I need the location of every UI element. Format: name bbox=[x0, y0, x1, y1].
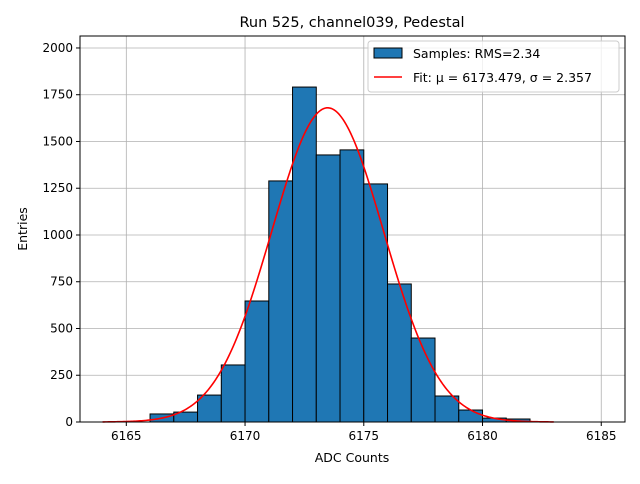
y-tick-label: 1000 bbox=[42, 228, 73, 242]
x-tick-label: 6180 bbox=[467, 429, 498, 443]
plot-frame bbox=[79, 35, 626, 423]
y-tick-label: 250 bbox=[50, 368, 73, 382]
histogram-bar bbox=[434, 395, 460, 423]
histogram-bar bbox=[315, 154, 341, 423]
y-tick-label: 500 bbox=[50, 321, 73, 335]
histogram-bar bbox=[220, 364, 246, 423]
y-tick-label: 0 bbox=[65, 415, 73, 429]
histogram-bar bbox=[197, 394, 222, 423]
legend: Samples: RMS=2.34 Fit: μ = 6173.479, σ =… bbox=[367, 40, 620, 93]
y-tick-label: 2000 bbox=[42, 41, 73, 55]
histogram-bar bbox=[363, 183, 389, 423]
histogram-bar bbox=[387, 283, 412, 423]
x-tick-label: 6185 bbox=[586, 429, 617, 443]
legend-patch-samples bbox=[373, 47, 403, 59]
histogram-bar bbox=[339, 149, 365, 423]
legend-label-samples: Samples: RMS=2.34 bbox=[413, 46, 540, 61]
x-tick-label: 6175 bbox=[349, 429, 380, 443]
histogram-bar bbox=[244, 300, 270, 423]
histogram-bar bbox=[292, 86, 317, 423]
fit-curve bbox=[102, 107, 554, 423]
histogram-bar bbox=[458, 409, 484, 423]
y-axis-label: Entries bbox=[15, 207, 30, 251]
x-tick-label: 6170 bbox=[230, 429, 261, 443]
y-tick-label: 1750 bbox=[42, 88, 73, 102]
chart-title: Run 525, channel039, Pedestal bbox=[239, 15, 464, 31]
x-tick-label: 6165 bbox=[111, 429, 142, 443]
x-axis-label: ADC Counts bbox=[315, 450, 390, 465]
histogram-bar bbox=[268, 180, 294, 423]
y-tick-label: 1500 bbox=[42, 134, 73, 148]
legend-label-fit: Fit: μ = 6173.479, σ = 2.357 bbox=[413, 70, 592, 85]
y-tick-label: 1250 bbox=[42, 181, 73, 195]
y-tick-label: 750 bbox=[50, 275, 73, 289]
